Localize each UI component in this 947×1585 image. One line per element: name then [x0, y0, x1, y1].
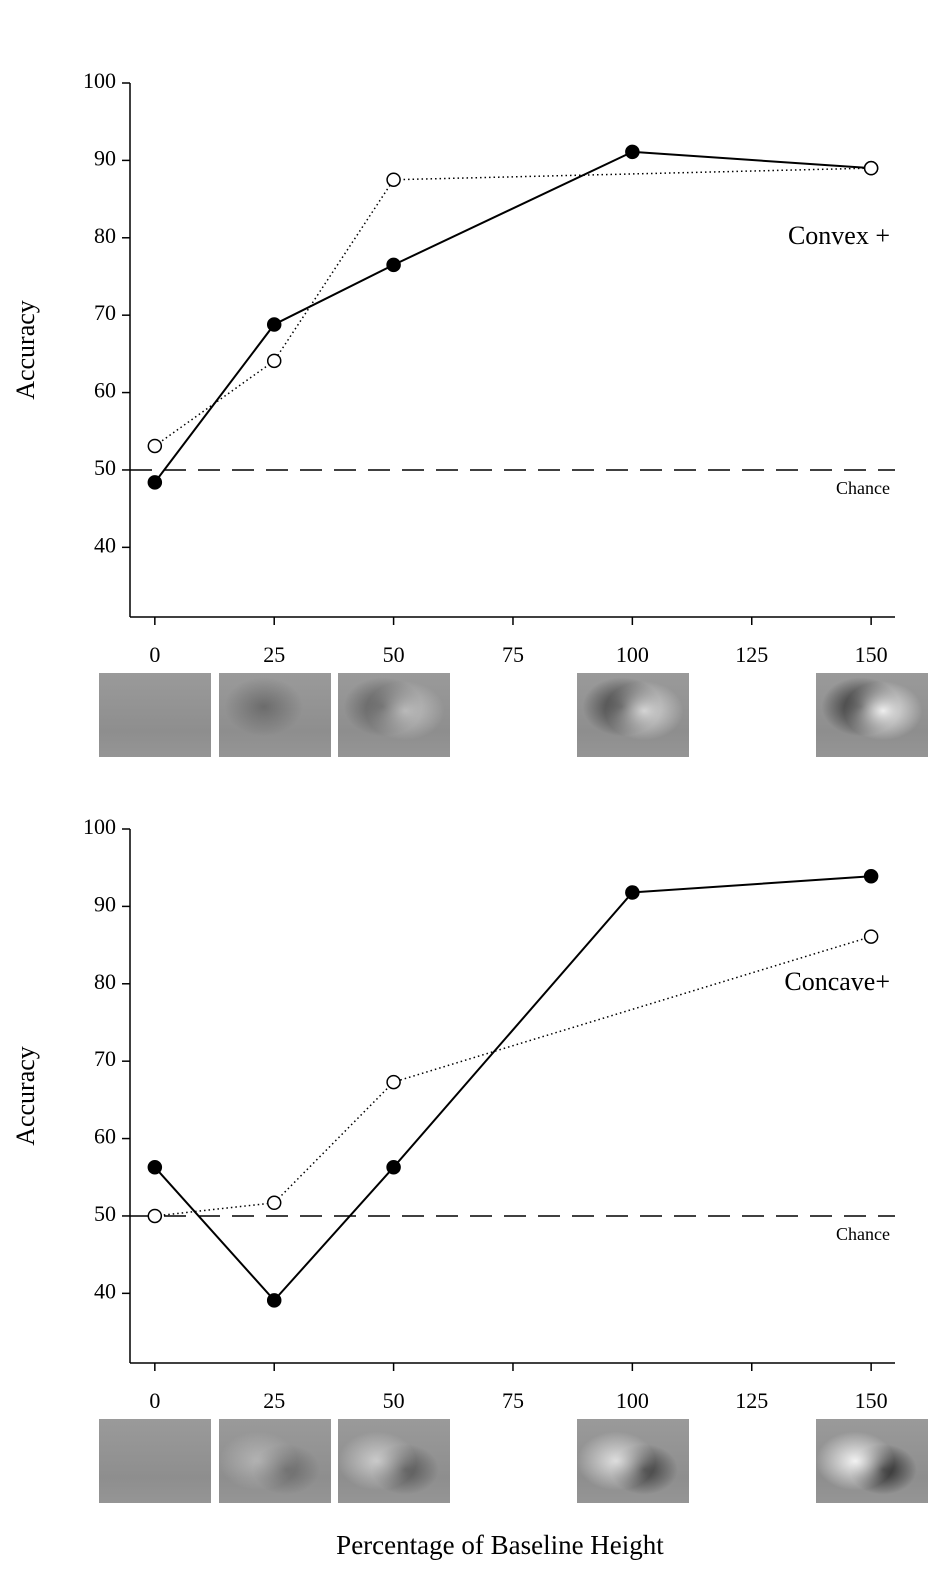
- chance-label: Chance: [836, 478, 890, 498]
- y-tick-label: 40: [94, 532, 116, 557]
- series-line: [155, 152, 871, 482]
- x-tick-label: 75: [502, 1388, 524, 1413]
- y-tick-label: 60: [94, 1124, 116, 1149]
- marker: [387, 258, 400, 271]
- marker: [148, 1161, 161, 1174]
- panel-label: Concave+: [784, 967, 890, 996]
- marker: [148, 439, 161, 452]
- thumbnail-shade: [577, 673, 689, 757]
- marker: [268, 1196, 281, 1209]
- y-tick-label: 100: [83, 68, 116, 93]
- x-axis-label: Percentage of Baseline Height: [336, 1530, 664, 1560]
- x-tick-label: 0: [149, 642, 160, 667]
- y-tick-label: 50: [94, 1201, 116, 1226]
- page: 40 50 60 70 80 90 100 0 25 50 75 100 125 150 Chance Con…: [0, 0, 947, 1585]
- y-tick-label: 60: [94, 378, 116, 403]
- y-tick-label: 40: [94, 1278, 116, 1303]
- thumbnail-shade: [816, 673, 928, 757]
- marker: [268, 318, 281, 331]
- chart: 40 50 60 70 80 90 100 0 25 50 75 100 125 150 Chance Con…: [0, 0, 947, 1585]
- x-tick-label: 0: [149, 1388, 160, 1413]
- x-tick-label: 50: [383, 642, 405, 667]
- thumbnail: [99, 673, 211, 757]
- x-tick-label: 75: [502, 642, 524, 667]
- thumbnail-shade: [338, 673, 450, 757]
- y-tick-label: 90: [94, 891, 116, 916]
- y-tick-label: 70: [94, 1046, 116, 1071]
- series-line: [155, 876, 871, 1300]
- marker: [148, 476, 161, 489]
- thumbnail-shade: [219, 673, 331, 757]
- thumbnails-bottom: [99, 1419, 928, 1503]
- thumbnail: [99, 1419, 211, 1503]
- marker: [268, 354, 281, 367]
- marker: [387, 1076, 400, 1089]
- chance-label: Chance: [836, 1224, 890, 1244]
- marker: [387, 173, 400, 186]
- thumbnail-shade: [219, 1419, 331, 1503]
- y-tick-label: 70: [94, 300, 116, 325]
- panel-label: Convex +: [788, 221, 890, 250]
- series-line: [155, 937, 871, 1216]
- y-tick-label: 90: [94, 145, 116, 170]
- x-tick-label: 50: [383, 1388, 405, 1413]
- y-axis-label: Accuracy: [11, 300, 40, 400]
- marker: [865, 870, 878, 883]
- x-tick-label: 150: [855, 642, 888, 667]
- thumbnail-shade: [338, 1419, 450, 1503]
- series-line: [155, 168, 871, 446]
- x-tick-label: 25: [263, 642, 285, 667]
- thumbnail-shade: [577, 1419, 689, 1503]
- x-tick-label: 150: [855, 1388, 888, 1413]
- thumbnail-shade: [816, 1419, 928, 1503]
- y-tick-label: 50: [94, 455, 116, 480]
- marker: [626, 886, 639, 899]
- y-tick-label: 80: [94, 223, 116, 248]
- y-tick-label: 100: [83, 814, 116, 839]
- marker: [626, 145, 639, 158]
- thumbnails-top: [99, 673, 928, 757]
- marker: [148, 1209, 161, 1222]
- marker: [268, 1294, 281, 1307]
- x-tick-label: 100: [616, 642, 649, 667]
- marker: [387, 1161, 400, 1174]
- marker: [865, 162, 878, 175]
- x-tick-label: 25: [263, 1388, 285, 1413]
- y-axis-label: Accuracy: [11, 1046, 40, 1146]
- x-tick-label: 125: [735, 642, 768, 667]
- x-tick-label: 100: [616, 1388, 649, 1413]
- marker: [865, 930, 878, 943]
- y-tick-label: 80: [94, 969, 116, 994]
- x-tick-label: 125: [735, 1388, 768, 1413]
